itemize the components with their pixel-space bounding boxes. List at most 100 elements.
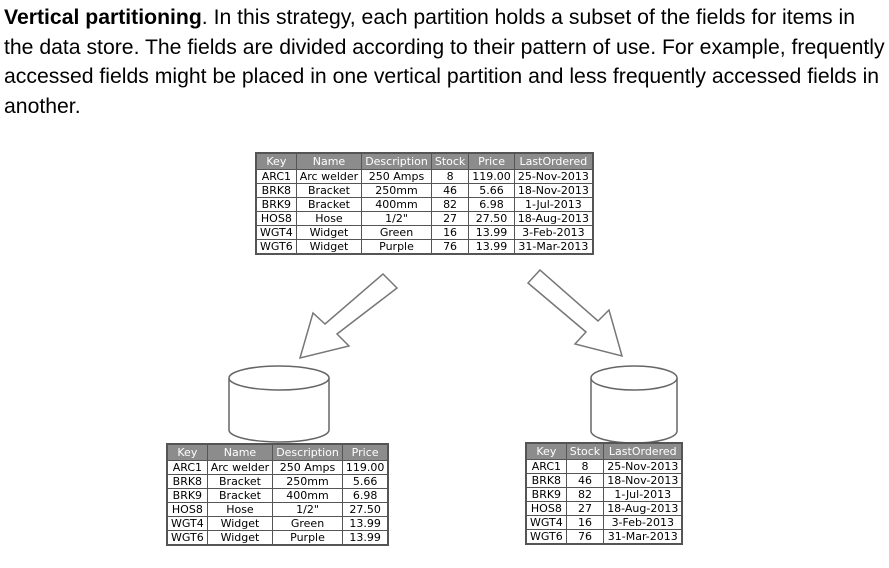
table-row: BRK9 Bracket 400mm 82 6.98 1-Jul-2013 xyxy=(255,197,594,212)
table-cell: 27 xyxy=(565,501,605,516)
table-cell: 18-Aug-2013 xyxy=(603,501,683,516)
partition-right-table: Key Stock LastOrdered ARC1 8 25-Nov-2013… xyxy=(525,442,684,545)
col-header: Key xyxy=(166,443,208,461)
table-cell: Widget xyxy=(206,516,274,531)
table-cell: 8 xyxy=(565,459,605,474)
table-cell: 6.98 xyxy=(468,197,515,212)
table-row: HOS8 Hose 1/2" 27 27.50 18-Aug-2013 xyxy=(255,211,594,226)
table-cell: Bracket xyxy=(206,474,274,489)
source-table: Key Name Description Stock Price LastOrd… xyxy=(255,152,594,255)
database-cylinder-right-icon xyxy=(590,365,678,444)
table-row: WGT6 Widget Purple 76 13.99 31-Mar-2013 xyxy=(255,239,594,255)
table-cell: ARC1 xyxy=(525,459,567,474)
table-cell: HOS8 xyxy=(166,502,208,517)
table-cell: BRK9 xyxy=(255,197,297,212)
table-cell: Widget xyxy=(295,225,363,240)
col-header: Stock xyxy=(565,442,605,460)
table-row: HOS8 Hose 1/2" 27.50 xyxy=(166,502,389,517)
table-cell: 27 xyxy=(430,211,470,226)
table-cell: 250mm xyxy=(361,183,432,198)
table-header-row: Key Name Description Price xyxy=(166,443,389,461)
table-cell: 1/2" xyxy=(272,502,343,517)
table-row: BRK9 82 1-Jul-2013 xyxy=(525,487,683,502)
table-row: BRK9 Bracket 400mm 6.98 xyxy=(166,488,389,503)
table-cell: 13.99 xyxy=(341,516,389,531)
col-header: Price xyxy=(468,152,515,170)
col-header: Price xyxy=(341,443,389,461)
table-cell: Bracket xyxy=(295,183,363,198)
table-row: BRK8 Bracket 250mm 5.66 xyxy=(166,474,389,489)
table-row: BRK8 Bracket 250mm 46 5.66 18-Nov-2013 xyxy=(255,183,594,198)
table-row: BRK8 46 18-Nov-2013 xyxy=(525,473,683,488)
table-cell: 82 xyxy=(565,487,605,502)
col-header: Key xyxy=(525,442,567,460)
table-cell: 1-Jul-2013 xyxy=(603,487,683,502)
table-header-row: Key Stock LastOrdered xyxy=(525,442,683,460)
intro-paragraph: Vertical partitioning. In this strategy,… xyxy=(4,3,886,121)
table-cell: Bracket xyxy=(295,197,363,212)
table-cell: 31-Mar-2013 xyxy=(603,529,683,545)
table-cell: BRK9 xyxy=(525,487,567,502)
col-header: LastOrdered xyxy=(603,442,683,460)
table-cell: 3-Feb-2013 xyxy=(513,225,594,240)
table-cell: Hose xyxy=(206,502,274,517)
table-cell: Purple xyxy=(272,530,343,546)
table-cell: 250 Amps xyxy=(361,169,432,184)
col-header: Name xyxy=(295,152,363,170)
table-cell: WGT6 xyxy=(525,529,567,545)
table-cell: 13.99 xyxy=(468,225,515,240)
table-cell: ARC1 xyxy=(255,169,297,184)
table-cell: Green xyxy=(361,225,432,240)
table-cell: 400mm xyxy=(361,197,432,212)
col-header: Name xyxy=(206,443,274,461)
table-cell: Widget xyxy=(206,530,274,546)
table-cell: HOS8 xyxy=(255,211,297,226)
table-cell: 119.00 xyxy=(341,460,389,475)
table-cell: BRK8 xyxy=(166,474,208,489)
table-cell: 8 xyxy=(430,169,470,184)
table-cell: 82 xyxy=(430,197,470,212)
table-cell: 250mm xyxy=(272,474,343,489)
table-cell: HOS8 xyxy=(525,501,567,516)
table-cell: 27.50 xyxy=(468,211,515,226)
table-cell: WGT6 xyxy=(255,239,297,255)
table-cell: WGT4 xyxy=(166,516,208,531)
table-row: ARC1 8 25-Nov-2013 xyxy=(525,459,683,474)
col-header: Stock xyxy=(430,152,470,170)
table-cell: WGT4 xyxy=(525,515,567,530)
table-row: WGT4 16 3-Feb-2013 xyxy=(525,515,683,530)
table-cell: 27.50 xyxy=(341,502,389,517)
col-header: Description xyxy=(361,152,432,170)
intro-text: . In this strategy, each partition holds… xyxy=(4,6,885,118)
table-row: WGT6 76 31-Mar-2013 xyxy=(525,529,683,545)
table-cell: BRK8 xyxy=(525,473,567,488)
table-cell: 400mm xyxy=(272,488,343,503)
table-cell: 119.00 xyxy=(468,169,515,184)
database-cylinder-left-icon xyxy=(228,365,330,443)
table-cell: 1-Jul-2013 xyxy=(513,197,594,212)
table-row: ARC1 Arc welder 250 Amps 8 119.00 25-Nov… xyxy=(255,169,594,184)
table-row: WGT4 Widget Green 16 13.99 3-Feb-2013 xyxy=(255,225,594,240)
table-row: ARC1 Arc welder 250 Amps 119.00 xyxy=(166,460,389,475)
table-row: WGT6 Widget Purple 13.99 xyxy=(166,530,389,546)
table-cell: 250 Amps xyxy=(272,460,343,475)
table-cell: Bracket xyxy=(206,488,274,503)
table-cell: Widget xyxy=(295,239,363,255)
table-row: HOS8 27 18-Aug-2013 xyxy=(525,501,683,516)
table-cell: 5.66 xyxy=(468,183,515,198)
split-arrow-right-icon xyxy=(526,268,624,358)
table-cell: ARC1 xyxy=(166,460,208,475)
table-cell: 13.99 xyxy=(468,239,515,255)
table-cell: WGT4 xyxy=(255,225,297,240)
table-cell: 13.99 xyxy=(341,530,389,546)
table-cell: Green xyxy=(272,516,343,531)
table-cell: Purple xyxy=(361,239,432,255)
table-cell: 18-Aug-2013 xyxy=(513,211,594,226)
partition-left-table: Key Name Description Price ARC1 Arc weld… xyxy=(166,443,390,546)
table-cell: Arc welder xyxy=(295,169,363,184)
table-cell: 25-Nov-2013 xyxy=(603,459,683,474)
table-cell: Hose xyxy=(295,211,363,226)
col-header: Key xyxy=(255,152,297,170)
table-cell: 5.66 xyxy=(341,474,389,489)
